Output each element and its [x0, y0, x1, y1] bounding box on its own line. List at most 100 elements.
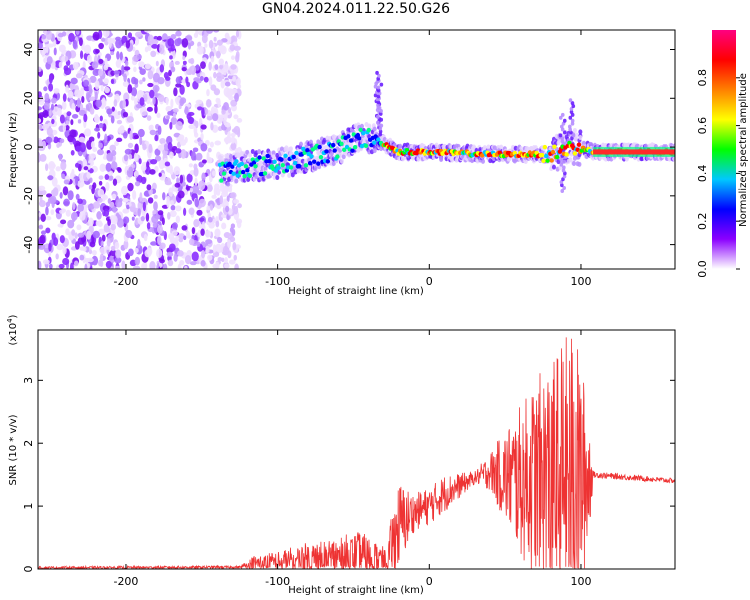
- noise-speckle: [67, 90, 74, 99]
- noise-speckle: [201, 249, 206, 259]
- noise-speckle: [199, 75, 204, 81]
- noise-speckle: [225, 35, 232, 45]
- noise-speckle: [47, 175, 54, 181]
- signal-spike-dot: [560, 188, 565, 193]
- noise-speckle: [87, 203, 95, 210]
- signal-core-dot: [335, 154, 340, 159]
- snr-scale-label: (x104): [6, 314, 19, 345]
- noise-speckle: [38, 112, 46, 118]
- noise-speckle: [140, 176, 147, 185]
- signal-spike-dot: [376, 88, 381, 93]
- noise-speckle: [72, 39, 78, 49]
- noise-speckle: [188, 163, 193, 168]
- noise-speckle: [89, 75, 97, 84]
- noise-speckle: [134, 31, 143, 38]
- noise-speckle: [170, 98, 174, 109]
- noise-speckle: [189, 261, 197, 266]
- noise-speckle: [77, 119, 82, 124]
- noise-speckle: [105, 260, 112, 269]
- noise-speckle: [114, 140, 119, 147]
- noise-speckle: [125, 40, 131, 49]
- signal-halo-dot: [574, 132, 579, 138]
- noise-speckle: [225, 205, 230, 213]
- noise-speckle: [215, 188, 221, 196]
- noise-speckle: [98, 180, 103, 186]
- noise-speckle: [130, 95, 135, 101]
- noise-speckle: [221, 222, 227, 230]
- noise-speckle: [200, 124, 207, 130]
- signal-halo-dot: [219, 155, 224, 161]
- spectrogram-y-tick-label: 20: [22, 91, 35, 105]
- noise-speckle: [128, 166, 134, 175]
- noise-speckle: [131, 216, 135, 221]
- noise-speckle: [221, 257, 225, 263]
- noise-speckle: [58, 153, 62, 162]
- noise-speckle: [104, 57, 108, 67]
- noise-speckle: [115, 39, 122, 49]
- signal-core-dot: [243, 164, 249, 169]
- spectrogram-x-axis-label: Height of straight line (km): [288, 286, 424, 297]
- noise-speckle: [179, 174, 184, 184]
- noise-speckle: [125, 229, 133, 238]
- noise-speckle: [171, 222, 178, 230]
- noise-speckle: [57, 107, 62, 117]
- signal-spike-dot: [568, 115, 573, 120]
- noise-speckle: [137, 128, 145, 138]
- noise-speckle: [113, 70, 120, 75]
- signal-spike-dot: [375, 70, 379, 75]
- noise-speckle: [153, 201, 158, 211]
- signal-core-dot: [317, 144, 322, 150]
- signal-halo-dot: [224, 153, 229, 159]
- noise-speckle: [53, 136, 59, 144]
- noise-speckle: [235, 78, 241, 86]
- noise-speckle: [48, 83, 54, 92]
- signal-core-dot: [234, 159, 239, 164]
- noise-speckle: [196, 45, 204, 55]
- noise-speckle: [218, 58, 225, 66]
- signal-spike-dot: [569, 109, 574, 114]
- noise-speckle: [186, 173, 193, 183]
- noise-speckle: [142, 111, 148, 116]
- noise-speckle: [147, 82, 154, 88]
- noise-speckle: [110, 115, 115, 124]
- noise-speckle: [124, 148, 132, 155]
- signal-spike-dot: [379, 117, 384, 122]
- signal-core-dot: [325, 159, 331, 164]
- snr-x-tick-label: 100: [570, 575, 591, 588]
- noise-speckle: [88, 84, 92, 93]
- noise-speckle: [144, 46, 149, 53]
- noise-speckle: [204, 230, 212, 238]
- noise-speckle: [152, 209, 157, 215]
- noise-speckle: [116, 51, 120, 60]
- noise-speckle: [146, 222, 151, 230]
- noise-speckle: [51, 177, 58, 187]
- noise-speckle: [220, 213, 228, 219]
- noise-speckle: [157, 235, 162, 245]
- noise-speckle: [164, 161, 171, 167]
- noise-speckle: [122, 197, 129, 203]
- noise-speckle: [159, 44, 165, 55]
- noise-speckle: [83, 79, 90, 87]
- noise-speckle: [44, 163, 49, 171]
- noise-speckle: [60, 161, 67, 171]
- signal-halo-dot: [245, 149, 250, 155]
- noise-speckle: [105, 162, 112, 172]
- noise-speckle: [88, 217, 94, 227]
- noise-speckle: [233, 254, 237, 261]
- noise-speckle: [108, 175, 114, 181]
- noise-speckle: [180, 149, 187, 159]
- noise-speckle: [133, 66, 137, 73]
- signal-core-dot: [369, 142, 374, 148]
- noise-speckle: [146, 184, 152, 191]
- signal-halo-dot: [288, 146, 293, 152]
- noise-speckle: [215, 229, 220, 238]
- noise-speckle: [69, 262, 74, 269]
- signal-halo-dot: [298, 141, 303, 147]
- signal-halo-dot: [246, 177, 251, 183]
- signal-core-dot: [552, 144, 557, 149]
- noise-speckle: [39, 195, 43, 203]
- noise-speckle: [58, 209, 65, 214]
- noise-speckle: [211, 170, 216, 177]
- signal-halo-dot: [240, 166, 245, 172]
- noise-speckle: [146, 115, 152, 121]
